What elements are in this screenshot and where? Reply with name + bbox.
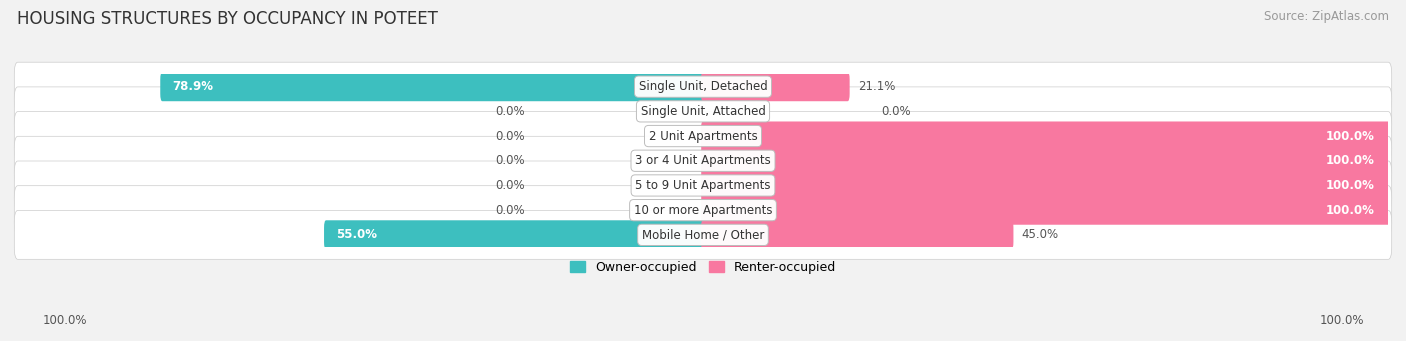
Text: HOUSING STRUCTURES BY OCCUPANCY IN POTEET: HOUSING STRUCTURES BY OCCUPANCY IN POTEE… — [17, 10, 437, 28]
FancyBboxPatch shape — [14, 62, 1392, 111]
Text: 3 or 4 Unit Apartments: 3 or 4 Unit Apartments — [636, 154, 770, 167]
Text: 100.0%: 100.0% — [1326, 130, 1375, 143]
Text: 2 Unit Apartments: 2 Unit Apartments — [648, 130, 758, 143]
Text: 55.0%: 55.0% — [336, 228, 377, 241]
Text: Source: ZipAtlas.com: Source: ZipAtlas.com — [1264, 10, 1389, 23]
Text: 0.0%: 0.0% — [495, 204, 524, 217]
FancyBboxPatch shape — [14, 87, 1392, 136]
FancyBboxPatch shape — [702, 171, 1391, 200]
FancyBboxPatch shape — [14, 161, 1392, 210]
FancyBboxPatch shape — [702, 220, 1014, 249]
Text: 100.0%: 100.0% — [1319, 314, 1364, 327]
Text: 0.0%: 0.0% — [495, 154, 524, 167]
Text: 45.0%: 45.0% — [1022, 228, 1059, 241]
FancyBboxPatch shape — [702, 146, 1391, 175]
Legend: Owner-occupied, Renter-occupied: Owner-occupied, Renter-occupied — [565, 256, 841, 279]
Text: 100.0%: 100.0% — [1326, 154, 1375, 167]
Text: 100.0%: 100.0% — [1326, 204, 1375, 217]
FancyBboxPatch shape — [160, 72, 704, 101]
Text: 10 or more Apartments: 10 or more Apartments — [634, 204, 772, 217]
Text: 100.0%: 100.0% — [1326, 179, 1375, 192]
Text: Single Unit, Detached: Single Unit, Detached — [638, 80, 768, 93]
Text: 0.0%: 0.0% — [495, 130, 524, 143]
Text: 0.0%: 0.0% — [495, 105, 524, 118]
FancyBboxPatch shape — [14, 210, 1392, 259]
Text: Mobile Home / Other: Mobile Home / Other — [641, 228, 765, 241]
FancyBboxPatch shape — [323, 220, 704, 249]
Text: 0.0%: 0.0% — [882, 105, 911, 118]
FancyBboxPatch shape — [14, 186, 1392, 235]
Text: 100.0%: 100.0% — [42, 314, 87, 327]
Text: 21.1%: 21.1% — [858, 80, 896, 93]
FancyBboxPatch shape — [702, 196, 1391, 225]
Text: Single Unit, Attached: Single Unit, Attached — [641, 105, 765, 118]
FancyBboxPatch shape — [14, 112, 1392, 161]
Text: 0.0%: 0.0% — [495, 179, 524, 192]
Text: 5 to 9 Unit Apartments: 5 to 9 Unit Apartments — [636, 179, 770, 192]
FancyBboxPatch shape — [14, 136, 1392, 185]
FancyBboxPatch shape — [702, 72, 849, 101]
FancyBboxPatch shape — [702, 121, 1391, 151]
Text: 78.9%: 78.9% — [173, 80, 214, 93]
